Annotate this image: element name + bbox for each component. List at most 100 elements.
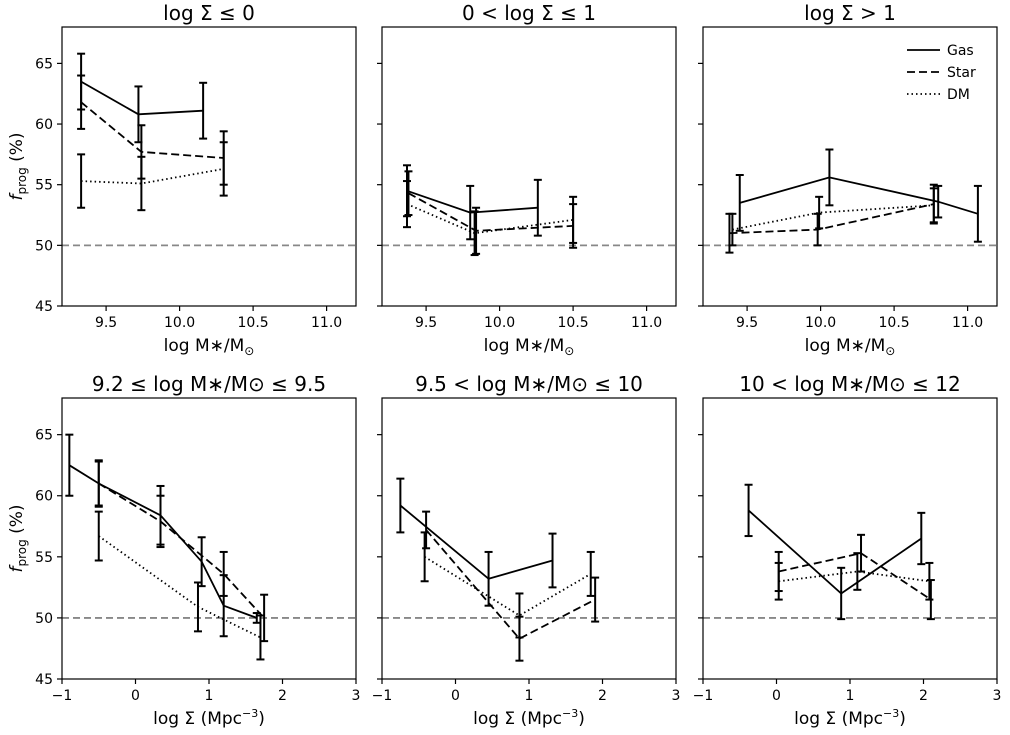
error-bar-dm <box>137 155 146 212</box>
y-tick-label: 45 <box>35 672 53 688</box>
plot-frame <box>61 26 357 307</box>
chart-panel-6: −1 0 1 2 3 10 < log M∗/M⊙ ≤ 12 log Σ (Mpc−3) <box>693 372 1002 729</box>
series-line-star <box>729 203 934 235</box>
error-bar-gas <box>934 184 943 219</box>
error-bar-gas <box>917 511 926 566</box>
error-bar-dm <box>402 180 411 229</box>
x-tick-label: 0 <box>131 688 140 704</box>
chart-title: log Σ > 1 <box>804 1 896 25</box>
error-bar-star <box>472 206 481 255</box>
error-bar-star <box>219 550 228 597</box>
x-tick-label: 9.5 <box>95 315 117 331</box>
y-tick-label: 50 <box>35 238 53 254</box>
x-tick-label: 11.0 <box>311 315 342 331</box>
legend-label: Star <box>947 65 976 81</box>
error-bar-gas <box>548 532 557 589</box>
error-bar-star <box>260 593 269 643</box>
x-axis-label: log M∗/M⊙ <box>164 336 255 358</box>
y-tick-label: 45 <box>35 299 53 315</box>
x-tick-label: 10.0 <box>164 315 195 331</box>
chart-title: 0 < log Σ ≤ 1 <box>462 1 596 25</box>
error-bar-gas <box>825 148 834 207</box>
series-line-dm <box>778 570 930 583</box>
x-tick-label: 9.5 <box>415 315 437 331</box>
x-axis-label: log M∗/M⊙ <box>805 336 896 358</box>
chart-panel-2: 9.5 10.0 10.5 11.0 0 < log Σ ≤ 1 log M∗/M⊙ <box>377 1 677 358</box>
x-tick-label: 0 <box>451 688 460 704</box>
y-axis-label: fprog (%) <box>7 132 29 200</box>
error-bar-star <box>156 494 165 549</box>
error-bar-gas <box>533 178 542 237</box>
series-line-gas <box>739 176 979 215</box>
x-tick-label: 3 <box>672 688 681 704</box>
series-line-dm <box>81 168 224 185</box>
error-bar-gas <box>744 483 753 538</box>
plot-frame <box>381 26 677 307</box>
error-bar-gas <box>973 184 982 243</box>
x-tick-label: 11.0 <box>952 315 983 331</box>
x-tick-label: 10.5 <box>879 315 910 331</box>
x-tick-label: 1 <box>525 688 534 704</box>
x-tick-label: 1 <box>205 688 214 704</box>
y-tick-label: 60 <box>35 489 53 505</box>
x-tick-label: 2 <box>919 688 928 704</box>
error-bar-dm <box>929 187 938 224</box>
error-bar-dm <box>728 212 737 247</box>
x-axis-label: log M∗/M⊙ <box>484 336 575 358</box>
error-bar-star <box>591 576 600 623</box>
error-bar-star <box>422 510 431 550</box>
chart-panel-5: −1 0 1 2 3 9.5 < log M∗/M⊙ ≤ 10 log Σ (Mpc−3) <box>372 372 681 729</box>
y-tick-label: 65 <box>35 56 53 72</box>
error-bar-dm <box>219 141 228 197</box>
x-tick-label: 2 <box>598 688 607 704</box>
chart-panel-4: −1 0 1 2 3 45 50 55 60 65 9.2 ≤ log M∗/M⊙ ≤ 9.5 log… <box>7 372 360 729</box>
x-axis-label: log Σ (Mpc−3) <box>794 707 906 729</box>
error-bar-dm <box>815 195 824 230</box>
error-bar-gas <box>197 536 206 588</box>
plot-frame <box>61 397 357 680</box>
chart-title: 9.5 < log M∗/M⊙ ≤ 10 <box>415 372 643 396</box>
series-line-star <box>778 552 932 601</box>
error-bar-gas <box>396 477 405 534</box>
series-line-gas <box>406 189 538 214</box>
legend-label: Gas <box>947 43 974 59</box>
error-bar-dm <box>569 195 578 244</box>
series-line-dm <box>406 203 574 235</box>
error-bar-dm <box>586 550 595 597</box>
error-bar-dm <box>925 561 934 601</box>
error-bar-dm <box>256 614 265 661</box>
x-tick-label: −1 <box>693 688 714 704</box>
x-tick-label: 3 <box>352 688 361 704</box>
error-bar-dm <box>193 581 202 633</box>
error-bar-dm <box>853 552 862 591</box>
chart-panel-1: 9.5 10.0 10.5 11.0 45 50 55 60 65 log Σ ≤ 0 log M∗… <box>7 1 357 358</box>
error-bar-gas <box>837 566 846 621</box>
y-tick-label: 50 <box>35 611 53 627</box>
legend: Gas Star DM <box>907 43 976 103</box>
y-axis-label: fprog (%) <box>7 504 29 572</box>
chart-title: 9.2 ≤ log M∗/M⊙ ≤ 9.5 <box>92 372 326 396</box>
series-line-dm <box>732 204 934 231</box>
plot-frame <box>702 26 998 307</box>
x-tick-label: 2 <box>278 688 287 704</box>
error-bar-gas <box>65 433 74 497</box>
chart-title: log Σ ≤ 0 <box>163 1 255 25</box>
error-bar-dm <box>420 531 429 583</box>
x-axis-label: log Σ (Mpc−3) <box>473 707 585 729</box>
error-bar-gas <box>735 173 744 232</box>
y-tick-label: 60 <box>35 117 53 133</box>
error-bar-dm <box>470 210 479 257</box>
x-tick-label: 10.5 <box>238 315 269 331</box>
x-tick-label: 11.0 <box>631 315 662 331</box>
x-tick-label: 0 <box>772 688 781 704</box>
error-bar-dm <box>77 153 86 209</box>
error-bar-star <box>77 74 86 130</box>
x-tick-label: −1 <box>52 688 73 704</box>
x-tick-label: 10.0 <box>805 315 836 331</box>
x-axis-label: log Σ (Mpc−3) <box>153 707 265 729</box>
error-bar-star <box>813 212 822 247</box>
x-tick-label: 1 <box>846 688 855 704</box>
error-bar-dm <box>94 510 103 562</box>
series-line-gas <box>68 464 258 619</box>
